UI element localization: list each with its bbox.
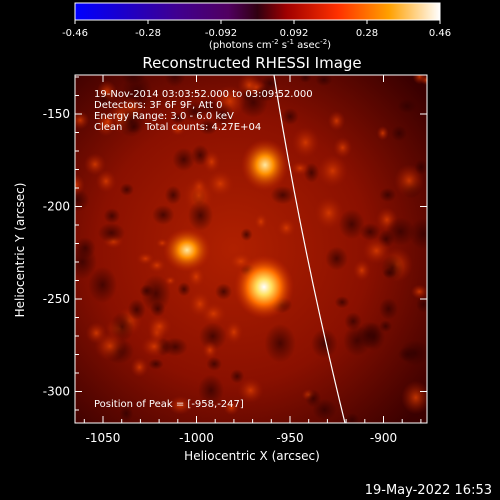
y-tick-label: -200	[43, 200, 70, 214]
y-tick-label: -250	[43, 292, 70, 306]
info-detectors: Detectors: 3F 6F 9F, Att 0	[94, 100, 222, 111]
info-method: Clean	[94, 122, 122, 133]
colorbar-tick-label: 0.092	[280, 28, 309, 39]
source-north	[241, 139, 289, 191]
colorbar	[74, 2, 441, 21]
info-counts: Total counts: 4.27E+04	[144, 122, 261, 133]
y-axis-label: Heliocentric Y (arcsec)	[13, 183, 27, 318]
x-tick-label: -1000	[179, 431, 214, 445]
peak-position: Position of Peak = [-958,-247]	[94, 399, 244, 410]
x-axis-label: Heliocentric X (arcsec)	[184, 449, 320, 463]
y-tick-label: -300	[43, 385, 70, 399]
info-energy: Energy Range: 3.0 - 6.0 keV	[94, 111, 234, 122]
y-tick-label: -150	[43, 107, 70, 121]
rhessi-image	[75, 75, 427, 423]
x-ticks: -1050 -1000 -950 -900	[83, 75, 422, 445]
timestamp: 19-May-2022 16:53	[365, 483, 492, 498]
plot-title: Reconstructed RHESSI Image	[142, 54, 361, 72]
colorbar-tick-label: -0.28	[135, 28, 161, 39]
info-block: 19-Nov-2014 03:03:52.000 to 03:09:52.000…	[94, 89, 313, 133]
colorbar-tick-label: 0.46	[429, 28, 451, 39]
x-tick-label: -1050	[86, 431, 121, 445]
solar-limb	[273, 75, 346, 423]
source-peak	[234, 255, 294, 319]
plot-frame	[74, 74, 428, 424]
colorbar-tick-label: 0.28	[356, 28, 378, 39]
x-tick-label: -950	[276, 431, 303, 445]
x-tick-label: -900	[370, 431, 397, 445]
y-ticks: -150 -200 -250 -300	[43, 76, 427, 411]
colorbar-tick-label: -0.46	[62, 28, 88, 39]
colorbar-tick-label: -0.092	[205, 28, 237, 39]
info-time-range: 19-Nov-2014 03:03:52.000 to 03:09:52.000	[94, 89, 313, 100]
colorbar-unit: (photons cm-2 s-1 asec-2)	[209, 38, 331, 51]
colorbar-ticks: -0.46 -0.28 -0.092 0.092 0.28 0.46	[62, 20, 451, 39]
source-west	[163, 228, 211, 272]
